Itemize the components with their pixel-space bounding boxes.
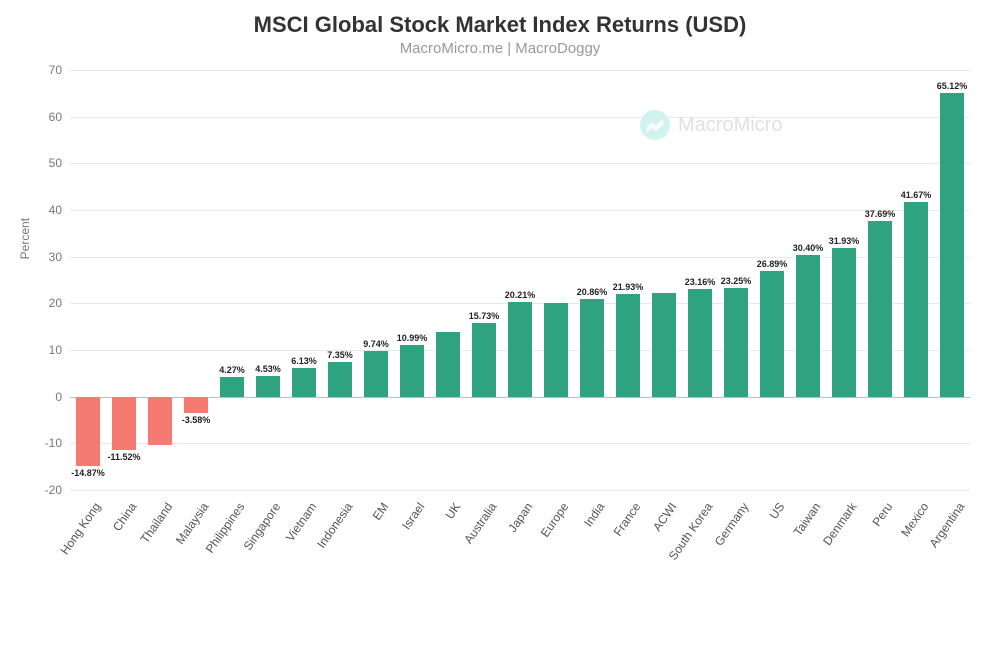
bar xyxy=(112,397,136,451)
bar-value-label: 65.12% xyxy=(937,81,968,91)
gridline xyxy=(70,210,970,211)
bar-value-label: 4.53% xyxy=(255,364,281,374)
bar-value-label: 9.74% xyxy=(363,339,389,349)
bar xyxy=(328,362,352,396)
bar xyxy=(868,221,892,397)
bar xyxy=(616,294,640,396)
ytick-label: 0 xyxy=(55,390,62,404)
bar xyxy=(832,248,856,397)
bar xyxy=(148,397,172,445)
gridline xyxy=(70,443,970,444)
bar-value-label: 23.25% xyxy=(721,276,752,286)
plot-area: -20-10010203040506070-14.87%-11.52%-3.58… xyxy=(70,70,970,490)
chart-container: MSCI Global Stock Market Index Returns (… xyxy=(0,0,1000,650)
gridline xyxy=(70,163,970,164)
bar xyxy=(940,93,964,397)
bar-value-label: 10.99% xyxy=(397,333,428,343)
bar-value-label: 6.13% xyxy=(291,356,317,366)
bar xyxy=(364,351,388,396)
bar xyxy=(652,293,676,397)
bar-value-label: -14.87% xyxy=(71,468,105,478)
bar-value-label: 15.73% xyxy=(469,311,500,321)
bar-value-label: 21.93% xyxy=(613,282,644,292)
bar-value-label: 37.69% xyxy=(865,209,896,219)
gridline xyxy=(70,117,970,118)
bar xyxy=(256,376,280,397)
ytick-label: 30 xyxy=(49,250,62,264)
bar xyxy=(184,397,208,414)
bar-value-label: -3.58% xyxy=(182,415,211,425)
y-axis-title: Percent xyxy=(18,218,32,259)
bar xyxy=(436,332,460,396)
bar xyxy=(544,303,568,396)
bar xyxy=(508,302,532,396)
bar xyxy=(220,377,244,397)
bar-value-label: 7.35% xyxy=(327,350,353,360)
bar xyxy=(472,323,496,396)
bar-value-label: 26.89% xyxy=(757,259,788,269)
bar xyxy=(580,299,604,396)
bar xyxy=(400,345,424,396)
bar-value-label: 20.21% xyxy=(505,290,536,300)
gridline xyxy=(70,70,970,71)
ytick-label: 50 xyxy=(49,156,62,170)
bar xyxy=(76,397,100,466)
bar xyxy=(688,289,712,397)
chart-title: MSCI Global Stock Market Index Returns (… xyxy=(0,0,1000,38)
ytick-label: -10 xyxy=(45,436,62,450)
bar-value-label: 20.86% xyxy=(577,287,608,297)
bar xyxy=(904,202,928,396)
bar xyxy=(724,288,748,397)
ytick-label: 40 xyxy=(49,203,62,217)
bar-value-label: 4.27% xyxy=(219,365,245,375)
chart-subtitle: MacroMicro.me | MacroDoggy xyxy=(0,40,1000,57)
ytick-label: 60 xyxy=(49,110,62,124)
ytick-label: 20 xyxy=(49,296,62,310)
bar xyxy=(292,368,316,397)
bar-value-label: -11.52% xyxy=(107,452,140,462)
gridline xyxy=(70,490,970,491)
bar xyxy=(796,255,820,397)
ytick-label: 70 xyxy=(49,63,62,77)
bar-value-label: 31.93% xyxy=(829,236,860,246)
ytick-label: -20 xyxy=(45,483,62,497)
ytick-label: 10 xyxy=(49,343,62,357)
bar-value-label: 23.16% xyxy=(685,277,716,287)
bar-value-label: 41.67% xyxy=(901,190,932,200)
bar-value-label: 30.40% xyxy=(793,243,824,253)
bar xyxy=(760,271,784,396)
